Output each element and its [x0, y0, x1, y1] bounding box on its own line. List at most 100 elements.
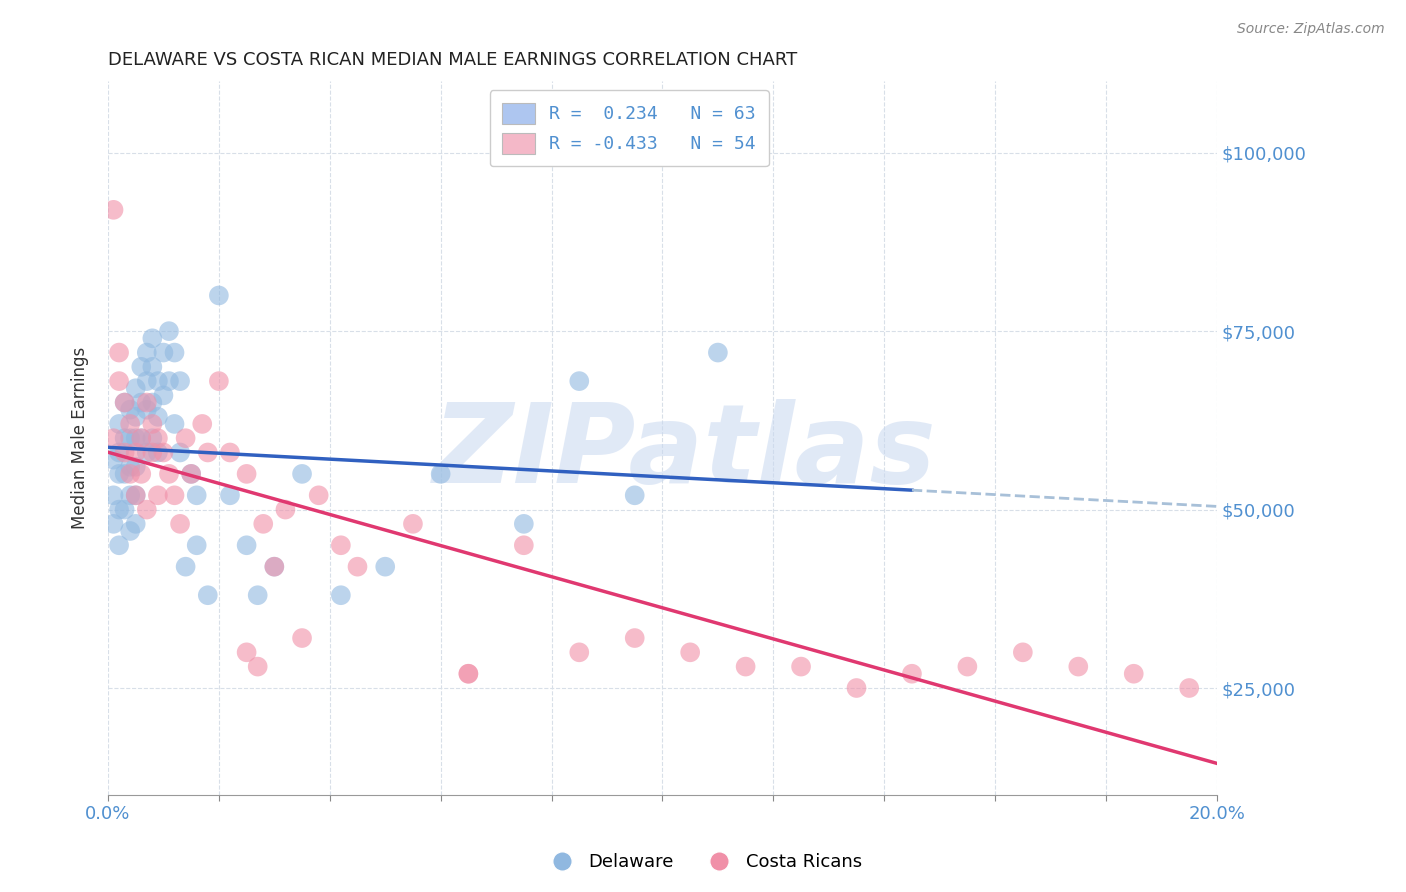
Point	[429, 467, 451, 481]
Point	[219, 445, 242, 459]
Point	[208, 374, 231, 388]
Point	[263, 559, 285, 574]
Point	[129, 359, 152, 374]
Point	[114, 467, 136, 481]
Point	[208, 288, 231, 302]
Point	[457, 666, 479, 681]
Point	[141, 331, 163, 345]
Point	[141, 395, 163, 409]
Point	[1122, 666, 1144, 681]
Legend: Delaware, Costa Ricans: Delaware, Costa Ricans	[536, 847, 870, 879]
Point	[623, 488, 645, 502]
Point	[108, 374, 131, 388]
Point	[120, 524, 142, 538]
Text: Source: ZipAtlas.com: Source: ZipAtlas.com	[1237, 22, 1385, 37]
Point	[157, 467, 180, 481]
Point	[197, 445, 219, 459]
Point	[125, 409, 148, 424]
Point	[513, 538, 536, 552]
Point	[120, 431, 142, 445]
Point	[180, 467, 202, 481]
Point	[114, 395, 136, 409]
Point	[246, 659, 269, 673]
Point	[174, 559, 197, 574]
Point	[457, 666, 479, 681]
Point	[513, 516, 536, 531]
Point	[1178, 681, 1201, 695]
Point	[235, 645, 257, 659]
Point	[568, 374, 591, 388]
Point	[146, 445, 169, 459]
Point	[235, 467, 257, 481]
Point	[120, 459, 142, 474]
Point	[329, 588, 352, 602]
Point	[291, 467, 314, 481]
Point	[125, 516, 148, 531]
Point	[120, 488, 142, 502]
Text: DELAWARE VS COSTA RICAN MEDIAN MALE EARNINGS CORRELATION CHART: DELAWARE VS COSTA RICAN MEDIAN MALE EARN…	[108, 51, 797, 69]
Point	[146, 431, 169, 445]
Point	[186, 488, 208, 502]
Point	[129, 431, 152, 445]
Point	[129, 431, 152, 445]
Point	[707, 345, 730, 359]
Point	[623, 631, 645, 645]
Point	[346, 559, 368, 574]
Point	[114, 395, 136, 409]
Point	[402, 516, 425, 531]
Point	[152, 445, 174, 459]
Point	[108, 538, 131, 552]
Point	[141, 359, 163, 374]
Point	[252, 516, 274, 531]
Point	[114, 445, 136, 459]
Point	[141, 431, 163, 445]
Point	[135, 502, 157, 516]
Point	[108, 467, 131, 481]
Point	[141, 417, 163, 431]
Point	[103, 488, 125, 502]
Point	[108, 345, 131, 359]
Point	[125, 431, 148, 445]
Point	[263, 559, 285, 574]
Point	[146, 374, 169, 388]
Point	[141, 445, 163, 459]
Point	[956, 659, 979, 673]
Point	[114, 502, 136, 516]
Point	[186, 538, 208, 552]
Point	[180, 467, 202, 481]
Point	[191, 417, 214, 431]
Point	[169, 516, 191, 531]
Y-axis label: Median Male Earnings: Median Male Earnings	[72, 347, 89, 529]
Point	[163, 417, 186, 431]
Point	[108, 417, 131, 431]
Point	[152, 345, 174, 359]
Point	[274, 502, 297, 516]
Point	[146, 409, 169, 424]
Point	[845, 681, 868, 695]
Point	[120, 402, 142, 417]
Point	[108, 502, 131, 516]
Point	[219, 488, 242, 502]
Point	[135, 402, 157, 417]
Point	[135, 345, 157, 359]
Point	[152, 388, 174, 402]
Text: ZIPatlas: ZIPatlas	[433, 399, 936, 506]
Point	[197, 588, 219, 602]
Point	[129, 395, 152, 409]
Point	[135, 374, 157, 388]
Point	[679, 645, 702, 659]
Point	[308, 488, 330, 502]
Point	[125, 488, 148, 502]
Point	[568, 645, 591, 659]
Point	[114, 431, 136, 445]
Point	[125, 445, 148, 459]
Point	[103, 431, 125, 445]
Point	[108, 445, 131, 459]
Point	[125, 488, 148, 502]
Point	[157, 324, 180, 338]
Point	[246, 588, 269, 602]
Point	[146, 488, 169, 502]
Point	[125, 459, 148, 474]
Legend: R =  0.234   N = 63, R = -0.433   N = 54: R = 0.234 N = 63, R = -0.433 N = 54	[489, 90, 769, 167]
Point	[169, 374, 191, 388]
